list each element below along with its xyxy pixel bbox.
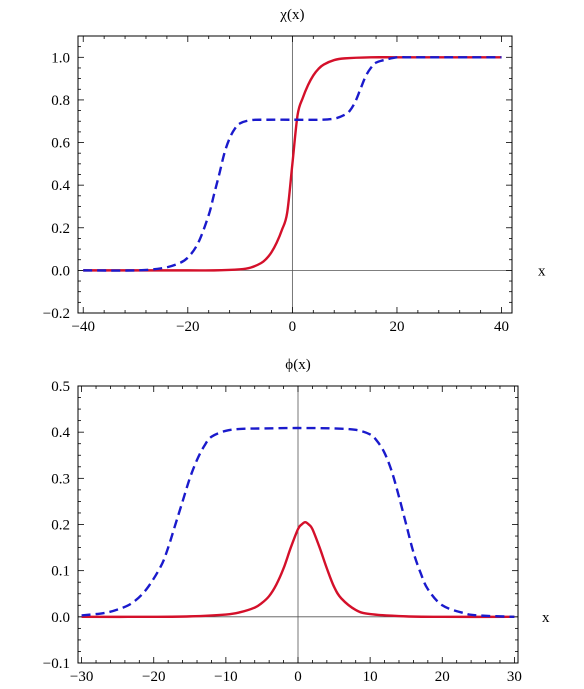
y-tick-label: 0.8 <box>51 93 70 109</box>
y-tick-label: 0.2 <box>51 221 70 237</box>
y-tick-label: 0.0 <box>51 610 70 626</box>
solid-series-line <box>83 56 502 272</box>
y-tick-label: 0.4 <box>51 425 70 441</box>
x-tick-label: 40 <box>494 319 509 335</box>
y-tick-label: 0.2 <box>51 518 70 534</box>
x-tick-label: −30 <box>70 669 93 685</box>
x-tick-label: 20 <box>435 669 450 685</box>
x-axis-label: x <box>542 610 550 626</box>
x-tick-label: 30 <box>507 669 522 685</box>
solid-series-line <box>81 520 515 619</box>
y-tick-label: 0.4 <box>51 178 70 194</box>
chart-title: ϕ(x) <box>285 357 310 373</box>
x-tick-label: 10 <box>363 669 378 685</box>
y-tick-label: −0.1 <box>43 656 70 672</box>
x-tick-label: −40 <box>71 319 94 335</box>
y-tick-label: 1.0 <box>51 50 70 66</box>
phi-chart: −30 −20 −10 0 10 20 30 −0.1 0.0 0.1 0.2 0.3 0.4 0.5 ϕ(… <box>43 357 550 685</box>
y-tick-label: 0.1 <box>51 564 70 580</box>
x-tick-label: −20 <box>142 669 165 685</box>
x-tick-label: 0 <box>289 319 297 335</box>
chi-chart: −40 −20 0 20 40 −0.2 0.0 0.2 0.4 0.6 0.8 1.0 χ(x) x <box>43 7 546 335</box>
y-tick-label: 0.5 <box>51 379 70 395</box>
y-tick-label: 0.6 <box>51 136 70 152</box>
chart-title: χ(x) <box>279 7 304 23</box>
x-tick-label: 20 <box>389 319 404 335</box>
y-tick-label: −0.2 <box>43 306 70 322</box>
y-tick-label: 0.3 <box>51 471 70 487</box>
dashed-series-line <box>81 426 515 619</box>
x-tick-label: −20 <box>176 319 199 335</box>
x-tick-label: 0 <box>294 669 302 685</box>
x-axis-label: x <box>538 263 546 279</box>
y-tick-label: 0.0 <box>51 263 70 279</box>
x-tick-label: −10 <box>214 669 237 685</box>
